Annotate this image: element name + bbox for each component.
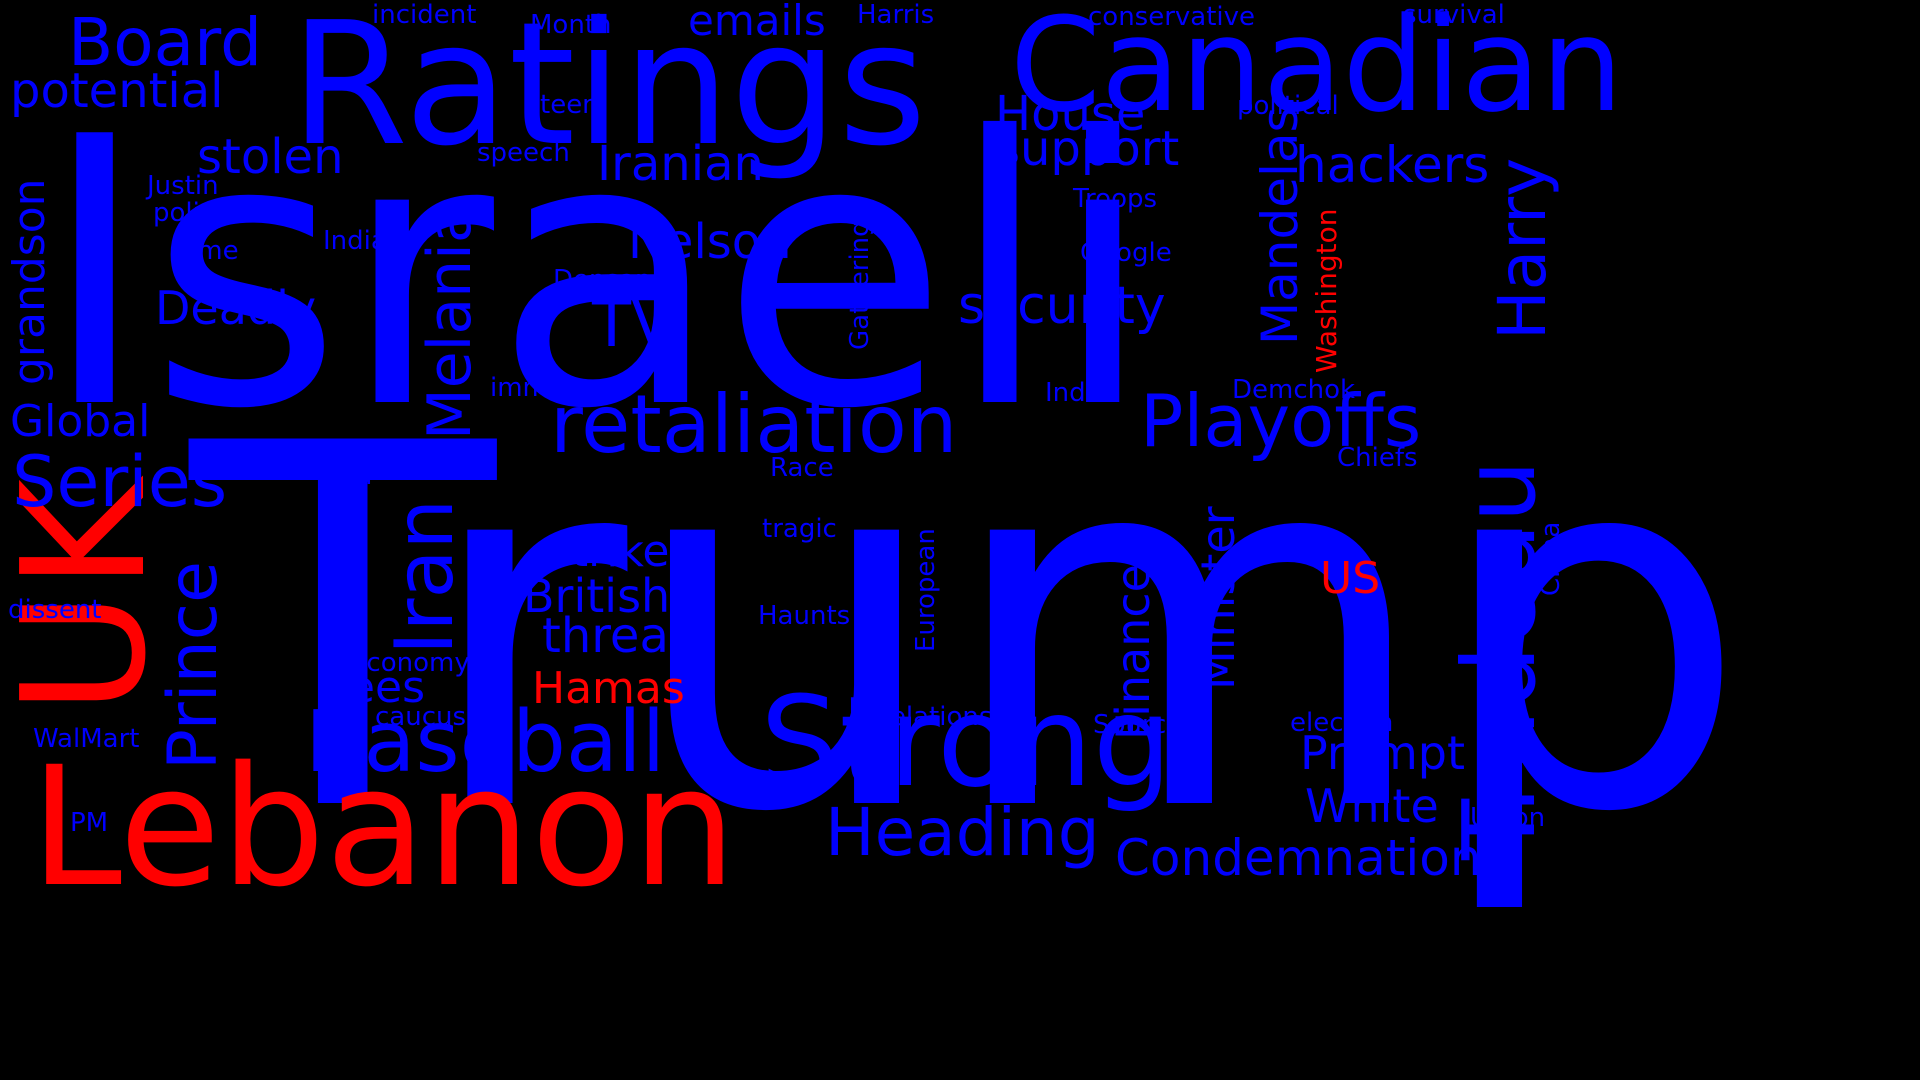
word-teen: teen xyxy=(540,90,599,120)
word-china: China xyxy=(1536,521,1566,596)
word-end: End xyxy=(323,461,373,491)
word-pm: PM xyxy=(70,808,109,838)
word-british: British xyxy=(523,569,671,623)
word-nelson: Nelson xyxy=(628,214,792,270)
word-house: House xyxy=(995,86,1146,142)
word-minister: Minister xyxy=(1191,506,1245,690)
word-sees: Sees xyxy=(320,662,425,713)
word-google: Google xyxy=(1080,238,1172,268)
word-survival: survival xyxy=(1403,0,1505,30)
word-board: Board xyxy=(68,4,262,81)
word-chiefs: Chiefs xyxy=(1337,443,1418,473)
word-series: Series xyxy=(12,441,228,523)
word-tragic: tragic xyxy=(762,514,837,544)
word-harris: Harris xyxy=(857,0,935,30)
word-iran: Iran xyxy=(378,498,471,655)
word-mandelas: Mandelas xyxy=(1251,106,1309,345)
word-incident: incident xyxy=(372,0,477,30)
word-trump: Trump xyxy=(190,339,1749,921)
word-economy: Economy xyxy=(350,648,470,678)
word-israeli: Israeli xyxy=(40,60,1154,490)
word-melania: Melania xyxy=(415,206,485,440)
word-hamas: Hamas xyxy=(532,663,685,714)
word-prince: Prince xyxy=(154,561,233,770)
word-security: security xyxy=(958,276,1166,336)
word-heading: Heading xyxy=(825,794,1100,871)
word-caucus: caucus xyxy=(375,702,467,732)
word-grandson: grandson xyxy=(4,178,55,385)
word-washington: Washington xyxy=(1310,208,1343,373)
word-ratings: Ratings xyxy=(290,0,927,184)
word-deadly: Deadly xyxy=(155,281,317,335)
word-emails: emails xyxy=(688,0,826,45)
word-retaliation: retaliation xyxy=(550,378,958,471)
word-european: European xyxy=(911,528,941,652)
word-relationship: Relationship xyxy=(873,702,1033,732)
word-trudeau: Trudeau xyxy=(1441,459,1558,860)
word-playoffs: Playoffs xyxy=(1140,379,1422,463)
word-us: US xyxy=(1320,553,1381,604)
word-demchok: Demchok xyxy=(1232,375,1356,405)
word-gathering: Gathering xyxy=(845,220,875,350)
word-union: Union xyxy=(1470,803,1546,833)
word-hackers: hackers xyxy=(1295,136,1490,194)
word-strike: Strike xyxy=(543,526,670,577)
word-strong: Strong xyxy=(760,670,1173,815)
word-haunts: Haunts xyxy=(758,601,851,631)
word-baseball: Baseball xyxy=(305,693,666,792)
word-global: Global xyxy=(10,396,151,447)
word-tv: TV xyxy=(592,288,675,362)
word-canadian: Canadian xyxy=(1010,0,1624,141)
word-conservative: conservative xyxy=(1088,2,1256,32)
word-speech: speech xyxy=(477,138,570,168)
word-stolen: stolen xyxy=(197,129,344,185)
word-justin: Justin xyxy=(147,171,219,201)
word-wo: wo xyxy=(1288,528,1326,558)
word-walmart: WalMart xyxy=(33,724,140,754)
word-political: political xyxy=(1237,91,1339,121)
word-iranian: Iranian xyxy=(597,136,764,192)
word-depsang: Depsang xyxy=(553,265,668,295)
word-threat: threat xyxy=(542,608,688,664)
word-condemnation: Condemnation xyxy=(1115,829,1482,887)
word-troops: Troops xyxy=(1073,184,1158,214)
word-white: White xyxy=(1305,779,1439,833)
word-election: election xyxy=(1290,708,1394,738)
word-dissent: dissent xyxy=(8,595,102,625)
word-sources: Sources xyxy=(1093,710,1196,740)
word-time: Time xyxy=(175,236,239,266)
word-lebanon: Lebanon xyxy=(30,731,737,923)
word-harry: Harry xyxy=(1484,157,1561,340)
word-indo: Indo xyxy=(1045,378,1102,408)
word-india: India xyxy=(323,226,387,256)
word-immigrant: immigrant xyxy=(490,373,625,403)
word-policy: policy xyxy=(153,198,230,228)
word-prompt: Prompt xyxy=(1300,726,1466,780)
word-race: Race xyxy=(770,453,834,483)
word-month: Month xyxy=(530,10,612,40)
word-potential: potential xyxy=(10,63,224,119)
word-support: support xyxy=(995,121,1180,177)
